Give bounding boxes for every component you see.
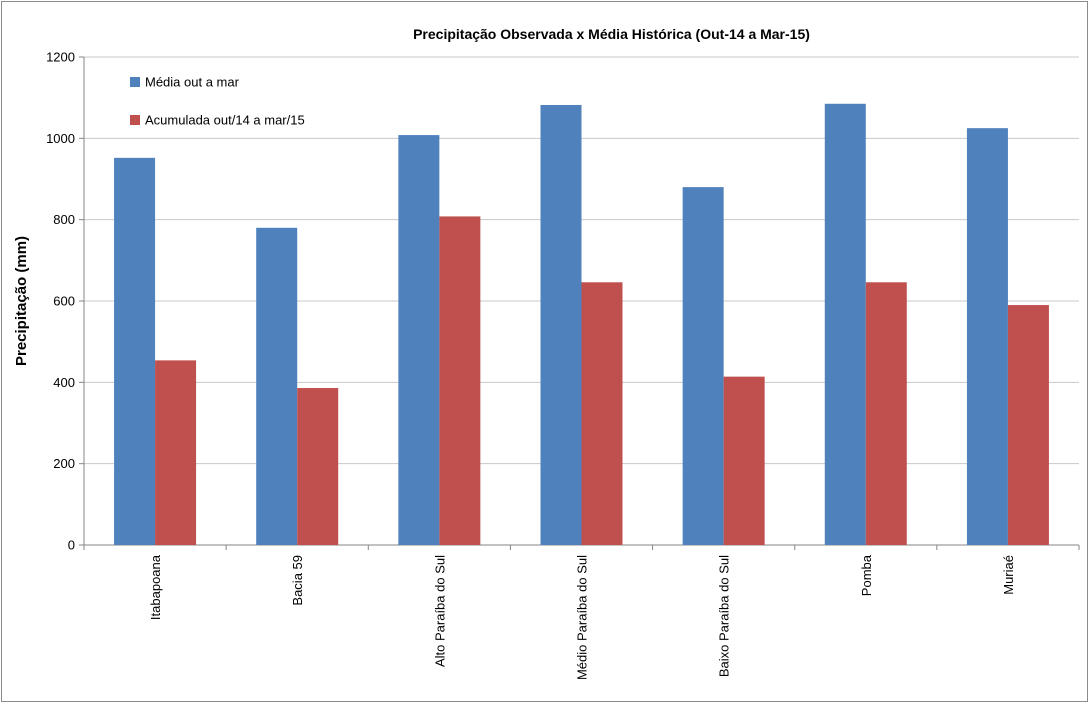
y-axis-title: Precipitação (mm) <box>13 236 30 366</box>
legend-label: Média out a mar <box>145 75 240 90</box>
bar-media <box>824 103 866 546</box>
y-tick-label: 200 <box>53 456 75 471</box>
bar-media <box>114 157 156 545</box>
y-tick-label: 1200 <box>46 50 75 65</box>
bar-acumulada <box>439 216 481 545</box>
legend-swatch <box>130 115 140 125</box>
y-tick-label: 800 <box>53 212 75 227</box>
bar-media <box>966 128 1008 545</box>
x-tick-label: Pomba <box>859 554 874 596</box>
x-tick-label: Muriaé <box>1001 555 1016 595</box>
bar-acumulada <box>581 282 623 545</box>
y-tick-label: 0 <box>68 538 75 553</box>
bar-media <box>256 227 298 546</box>
y-tick-label: 400 <box>53 375 75 390</box>
bar-acumulada <box>723 376 765 545</box>
bar-media <box>398 135 440 545</box>
x-tick-label: Médio Paraíba do Sul <box>575 555 590 680</box>
y-tick-label: 600 <box>53 294 75 309</box>
x-tick-label: Bacia 59 <box>290 555 305 606</box>
legend-label: Acumulada out/14 a mar/15 <box>145 113 305 128</box>
x-tick-label: Baixo Paraíba do Sul <box>717 555 732 677</box>
y-tick-label: 1000 <box>46 131 75 146</box>
bar-media <box>540 104 582 545</box>
chart-title: Precipitação Observada x Média Histórica… <box>413 26 810 42</box>
legend-swatch <box>130 77 140 87</box>
bar-acumulada <box>297 388 339 545</box>
x-tick-label: Alto Paraíba do Sul <box>432 555 447 667</box>
bar-acumulada <box>155 360 197 545</box>
x-tick-label: Itabapoana <box>148 554 163 620</box>
bar-acumulada <box>865 282 907 545</box>
bar-media <box>682 187 724 545</box>
bar-acumulada <box>1007 305 1049 545</box>
